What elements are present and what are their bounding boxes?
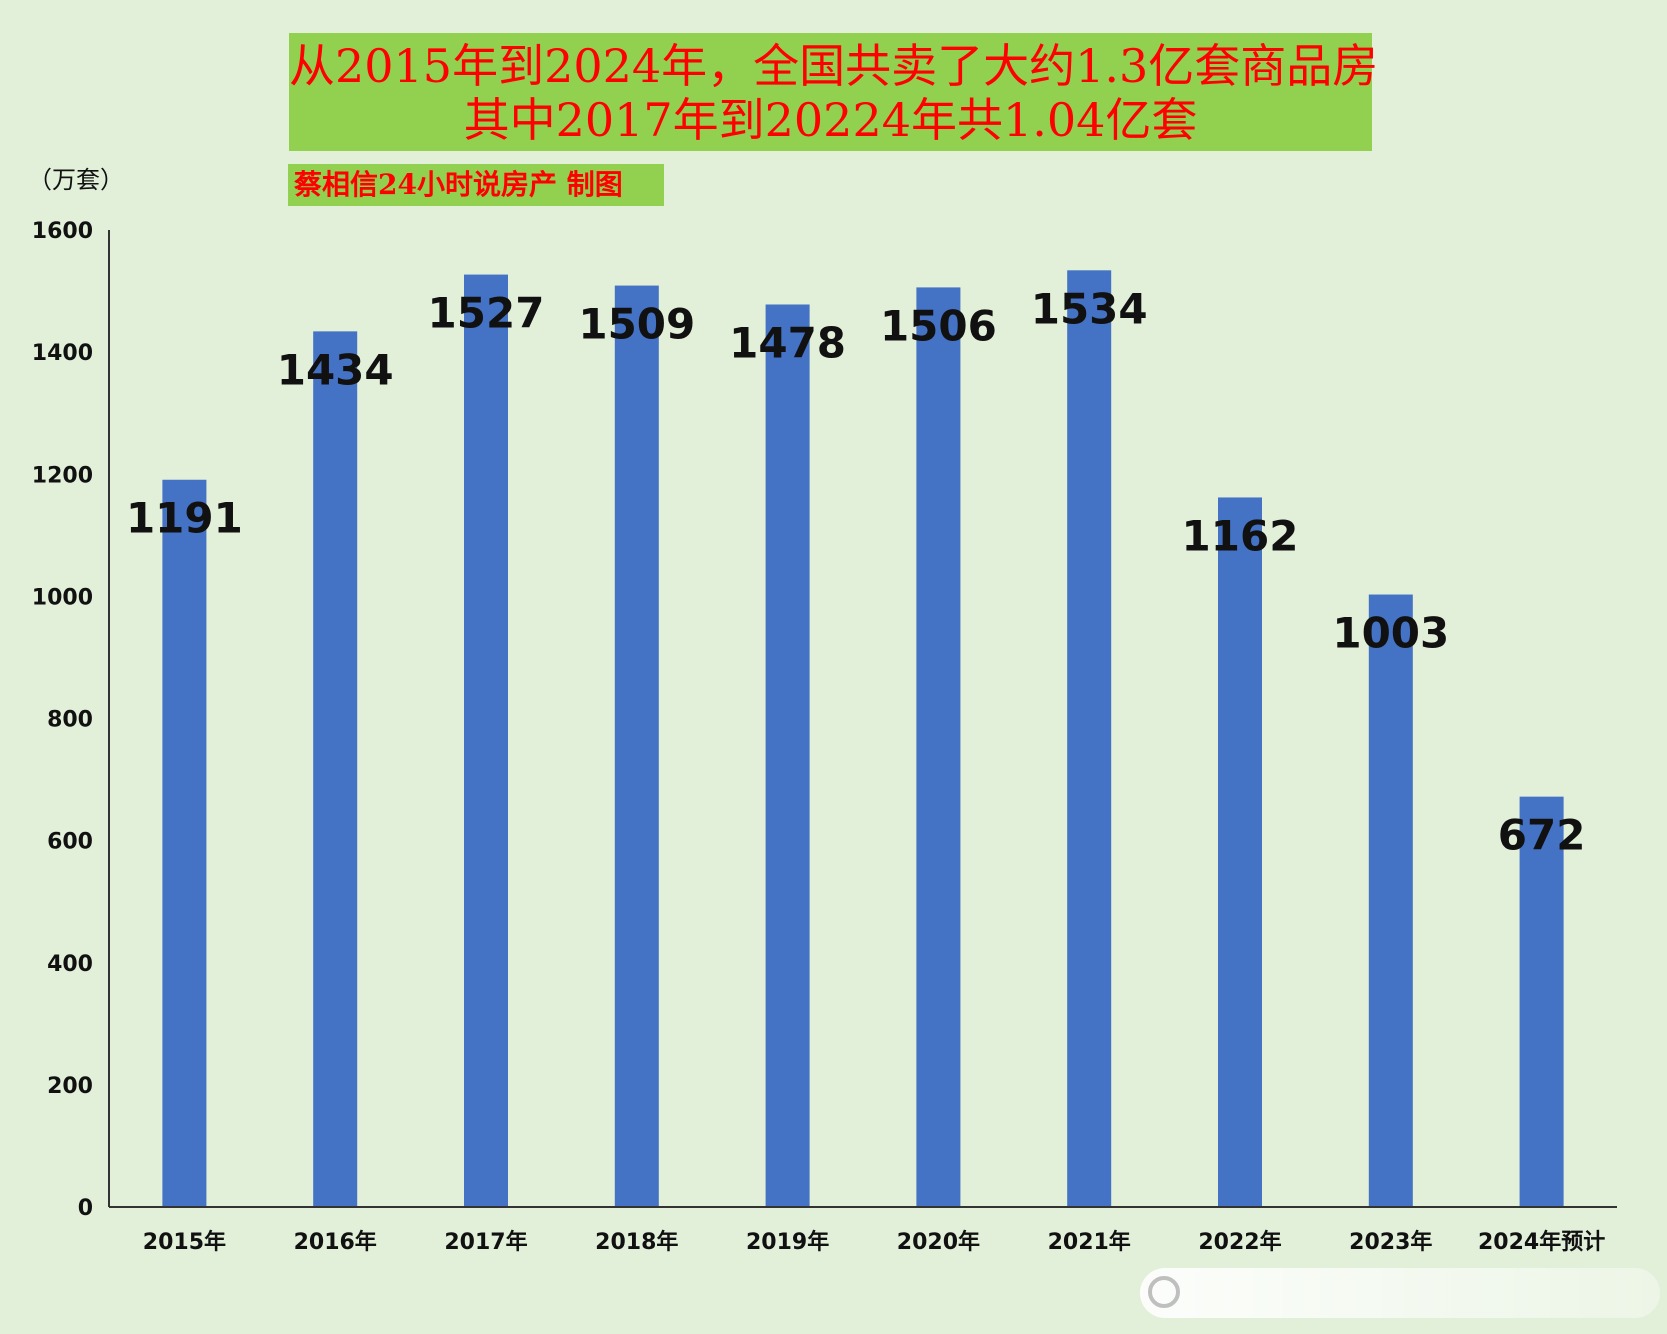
y-tick-label: 0	[78, 1196, 93, 1221]
bar-value-label: 1509	[578, 300, 695, 349]
bar	[1519, 796, 1564, 1207]
chart-title-line-1: 从2015年到2024年，全国共卖了大约1.3亿套商品房	[289, 39, 1379, 93]
category-labels: 2015年 2016年 2017年 2018年 2019年 2020年 2021年 2022年…	[143, 1229, 1605, 1255]
y-tick-label: 1600	[32, 219, 93, 244]
bar	[313, 331, 358, 1207]
y-axis-ticks: 0 200 400 600 800 1000 1200 1400 1600	[32, 219, 93, 1221]
x-category-label: 2018年	[595, 1229, 678, 1255]
x-category-label: 2023年	[1349, 1229, 1432, 1255]
bar-value-label: 1534	[1031, 284, 1148, 333]
x-category-label: 2016年	[294, 1229, 377, 1255]
y-tick-label: 1000	[32, 585, 93, 610]
bar	[464, 274, 508, 1207]
value-labels: 1191 1434 1527 1509 1478 1506 1534 1162 1003 672	[126, 284, 1585, 859]
bar-value-label: 1162	[1182, 511, 1299, 560]
chart-credit: 蔡相信24小时说房产 制图	[288, 164, 664, 206]
x-category-label: 2019年	[746, 1229, 829, 1255]
watermark	[1140, 1268, 1660, 1318]
bar	[614, 285, 659, 1207]
y-tick-label: 600	[47, 830, 93, 855]
x-category-label: 2024年预计	[1478, 1229, 1605, 1255]
chart-title-box: 从2015年到2024年，全国共卖了大约1.3亿套商品房 其中2017年到202…	[289, 33, 1379, 151]
x-category-label: 2017年	[444, 1229, 527, 1255]
y-tick-label: 1200	[32, 463, 93, 488]
bar	[1067, 270, 1112, 1207]
chart-title-line-2: 其中2017年到20224年共1.04亿套	[463, 93, 1198, 147]
y-tick-label: 800	[47, 708, 93, 733]
bar	[162, 479, 207, 1208]
bar-value-label: 1003	[1332, 609, 1449, 658]
y-tick-label: 400	[47, 952, 93, 977]
bar-value-label: 1434	[277, 345, 394, 394]
bar-value-label: 1191	[126, 494, 243, 543]
x-category-label: 2021年	[1048, 1229, 1131, 1255]
bar-value-label: 1527	[428, 289, 545, 338]
x-category-label: 2020年	[897, 1229, 980, 1255]
x-category-label: 2022年	[1198, 1229, 1281, 1255]
x-category-label: 2015年	[143, 1229, 226, 1255]
bars	[162, 270, 1564, 1208]
y-tick-label: 1400	[32, 341, 93, 366]
bar	[1368, 594, 1413, 1207]
bar	[916, 287, 961, 1207]
watermark-logo-icon	[1148, 1276, 1180, 1308]
bar-value-label: 1506	[880, 301, 997, 350]
bar	[765, 304, 810, 1208]
bar-value-label: 672	[1498, 811, 1586, 860]
y-axis-unit-label: （万套）	[28, 166, 124, 194]
bar-value-label: 1478	[729, 318, 846, 367]
bar	[1218, 497, 1262, 1207]
y-tick-label: 200	[47, 1074, 93, 1099]
